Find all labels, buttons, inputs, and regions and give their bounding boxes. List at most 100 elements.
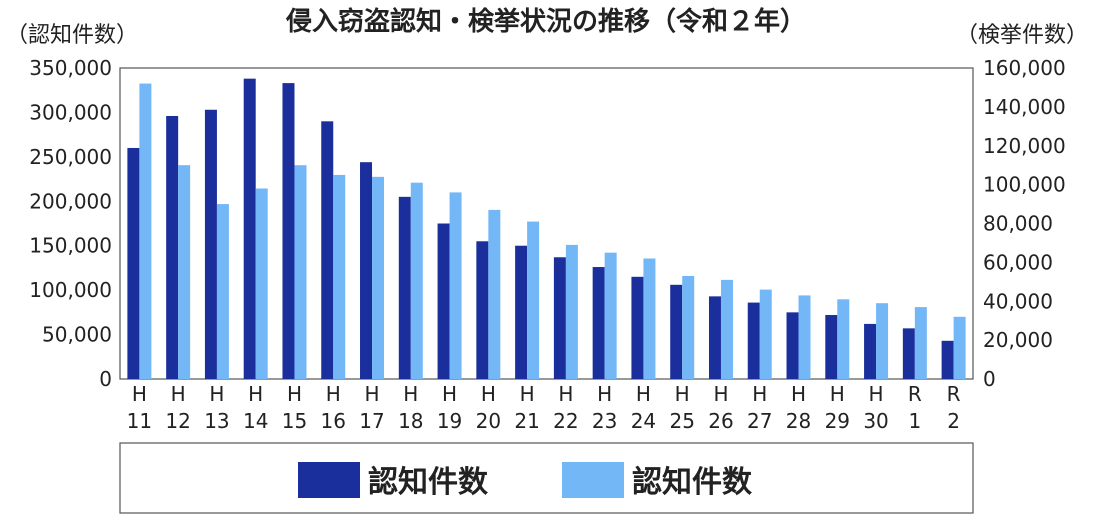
x-tick-label-era: H bbox=[830, 382, 845, 406]
bar-series-1 bbox=[941, 340, 954, 379]
left-tick-label: 300,000 bbox=[29, 100, 112, 124]
x-tick-label-era: H bbox=[713, 382, 728, 406]
bar-series-1 bbox=[864, 323, 877, 379]
legend-label-series-2: 認知件数 bbox=[632, 465, 753, 500]
x-tick-label-era: H bbox=[675, 382, 690, 406]
x-tick-label-year: 15 bbox=[282, 409, 307, 433]
x-tick-label-year: 12 bbox=[165, 409, 190, 433]
x-tick-label-era: H bbox=[520, 382, 535, 406]
bar-series-2 bbox=[876, 303, 889, 379]
x-tick-label-year: 30 bbox=[863, 409, 888, 433]
right-tick-label: 40,000 bbox=[983, 289, 1053, 313]
x-axis: H11H12H13H14H15H16H17H18H19H20H21H22H23H… bbox=[127, 382, 961, 433]
bar-series-group bbox=[127, 78, 966, 380]
x-tick-label-era: H bbox=[869, 382, 884, 406]
right-axis-unit: （検挙件数） bbox=[956, 23, 1088, 48]
bar-series-2 bbox=[953, 316, 966, 379]
x-tick-label-year: 26 bbox=[708, 409, 733, 433]
bar-series-1 bbox=[321, 121, 334, 380]
left-tick-label: 0 bbox=[99, 367, 112, 391]
bar-series-2 bbox=[527, 221, 540, 379]
x-tick-label-year: 20 bbox=[476, 409, 501, 433]
x-tick-label-year: 22 bbox=[553, 409, 578, 433]
bar-series-1 bbox=[437, 223, 450, 379]
x-tick-label-year: 18 bbox=[398, 409, 423, 433]
bar-series-2 bbox=[565, 244, 578, 379]
bar-series-1 bbox=[476, 241, 489, 379]
bar-series-2 bbox=[488, 209, 501, 379]
right-tick-label: 120,000 bbox=[983, 134, 1066, 158]
left-tick-label: 350,000 bbox=[29, 56, 112, 80]
x-tick-label-year: 27 bbox=[747, 409, 772, 433]
x-tick-label-era: H bbox=[248, 382, 263, 406]
x-tick-label-era: H bbox=[132, 382, 147, 406]
chart-title: 侵入窃盗認知・検挙状況の推移（令和２年） bbox=[285, 6, 806, 37]
legend-label-series-1: 認知件数 bbox=[368, 465, 489, 500]
x-tick-label-era: H bbox=[209, 382, 224, 406]
bar-series-2 bbox=[759, 289, 772, 379]
right-tick-label: 80,000 bbox=[983, 212, 1053, 236]
x-tick-label-era: H bbox=[636, 382, 651, 406]
x-tick-label-year: 16 bbox=[321, 409, 346, 433]
bar-series-1 bbox=[631, 276, 644, 379]
right-tick-label: 100,000 bbox=[983, 173, 1066, 197]
bar-series-1 bbox=[166, 115, 179, 380]
x-tick-label-era: R bbox=[908, 382, 922, 406]
x-tick-label-year: 2 bbox=[947, 409, 960, 433]
bar-series-1 bbox=[553, 257, 566, 379]
left-tick-label: 250,000 bbox=[29, 145, 112, 169]
legend: 認知件数 認知件数 bbox=[119, 442, 974, 514]
bar-series-2 bbox=[139, 83, 152, 380]
x-tick-label-era: H bbox=[442, 382, 457, 406]
x-tick-label-era: H bbox=[326, 382, 341, 406]
bar-series-1 bbox=[282, 83, 295, 379]
bar-series-1 bbox=[243, 78, 256, 380]
bar-series-1 bbox=[786, 312, 799, 379]
x-tick-label-year: 1 bbox=[908, 409, 921, 433]
bar-series-2 bbox=[720, 279, 733, 379]
right-tick-label: 160,000 bbox=[983, 56, 1066, 80]
left-tick-label: 200,000 bbox=[29, 189, 112, 213]
x-tick-label-era: R bbox=[947, 382, 961, 406]
x-tick-label-era: H bbox=[558, 382, 573, 406]
left-axis-unit: （認知件数） bbox=[6, 23, 138, 48]
x-tick-label-era: H bbox=[364, 382, 379, 406]
right-tick-label: 0 bbox=[983, 367, 996, 391]
left-tick-label: 100,000 bbox=[29, 278, 112, 302]
legend-box bbox=[119, 442, 974, 514]
left-tick-label: 150,000 bbox=[29, 234, 112, 258]
bar-series-2 bbox=[682, 275, 695, 379]
bar-series-1 bbox=[592, 267, 605, 379]
left-axis: 350,000 300,000 250,000 200,000 150,000 100,0… bbox=[29, 56, 112, 391]
x-tick-label-era: H bbox=[791, 382, 806, 406]
bar-series-2 bbox=[798, 295, 811, 379]
bar-series-2 bbox=[372, 176, 385, 379]
bar-series-2 bbox=[604, 252, 617, 379]
bar-series-2 bbox=[914, 307, 927, 379]
x-tick-label-year: 25 bbox=[669, 409, 694, 433]
bar-series-2 bbox=[643, 258, 656, 379]
x-tick-label-era: H bbox=[481, 382, 496, 406]
right-tick-label: 20,000 bbox=[983, 328, 1053, 352]
x-tick-label-year: 28 bbox=[786, 409, 811, 433]
x-tick-label-year: 24 bbox=[631, 409, 656, 433]
left-tick-label: 50,000 bbox=[42, 323, 112, 347]
x-tick-label-year: 23 bbox=[592, 409, 617, 433]
bar-series-1 bbox=[708, 296, 721, 379]
right-tick-label: 140,000 bbox=[983, 95, 1066, 119]
bar-series-1 bbox=[360, 162, 373, 379]
x-tick-label-era: H bbox=[403, 382, 418, 406]
legend-swatch-series-2 bbox=[562, 462, 624, 498]
bar-series-2 bbox=[449, 192, 462, 379]
bar-series-2 bbox=[333, 174, 346, 379]
x-tick-label-year: 11 bbox=[127, 409, 152, 433]
bar-series-1 bbox=[670, 284, 683, 379]
bar-series-1 bbox=[902, 328, 915, 379]
bar-series-1 bbox=[204, 109, 217, 380]
bar-series-2 bbox=[837, 299, 850, 379]
bar-series-2 bbox=[294, 165, 307, 379]
x-tick-label-year: 19 bbox=[437, 409, 462, 433]
bar-series-1 bbox=[127, 147, 140, 379]
x-tick-label-era: H bbox=[287, 382, 302, 406]
